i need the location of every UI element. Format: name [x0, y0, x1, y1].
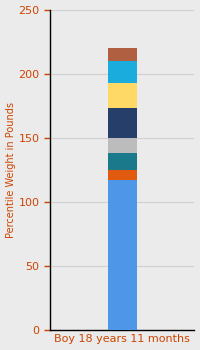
Bar	[108, 138, 137, 153]
Bar	[108, 169, 137, 180]
Y-axis label: Percentile Weight in Pounds: Percentile Weight in Pounds	[6, 102, 16, 238]
Bar	[108, 48, 137, 61]
Bar	[108, 83, 137, 108]
Bar	[108, 61, 137, 83]
Bar	[108, 153, 137, 169]
Bar	[108, 180, 137, 330]
Bar	[108, 108, 137, 138]
